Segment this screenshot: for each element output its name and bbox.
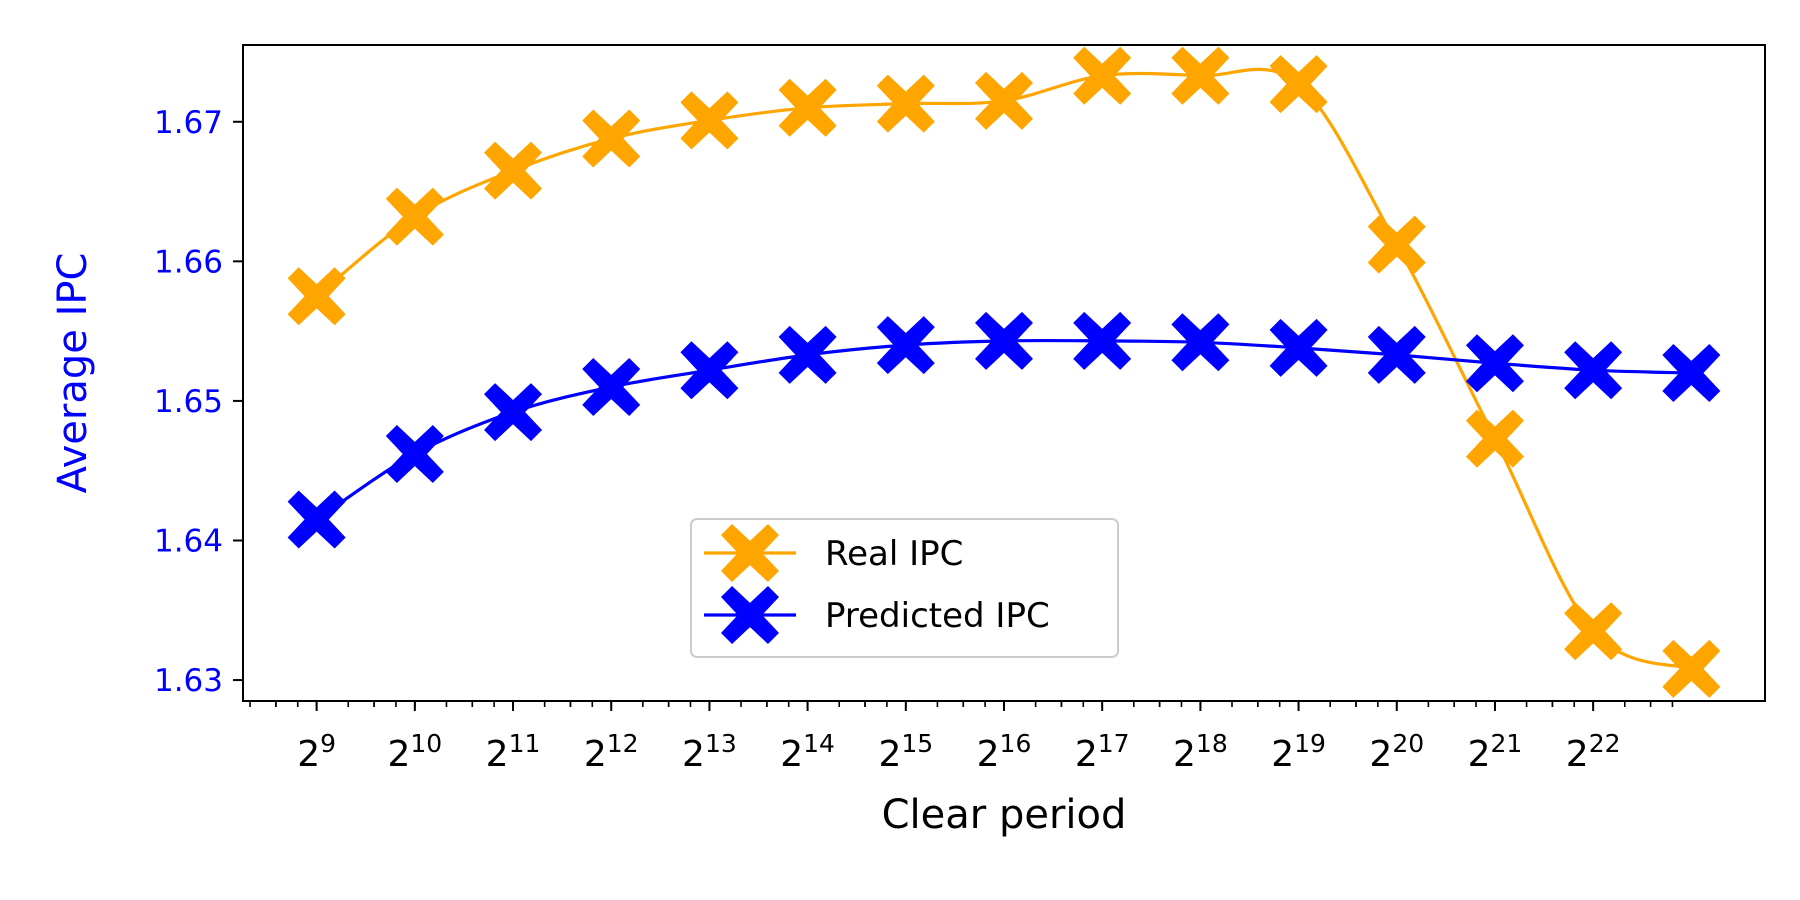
y-axis-label: Average IPC	[50, 253, 96, 494]
x-axis-label: Clear period	[882, 792, 1127, 838]
data-point-marker	[484, 383, 543, 442]
x-tick-label-base: 2	[1468, 734, 1491, 775]
data-point-marker	[778, 78, 837, 137]
x-tick-label-base: 2	[977, 734, 1000, 775]
x-tick-label: 211	[486, 729, 541, 775]
data-point-marker	[1269, 55, 1328, 114]
data-point-marker	[876, 316, 935, 375]
x-tick-label-exponent: 21	[1491, 729, 1523, 758]
legend-marker	[721, 586, 779, 644]
y-tick-label: 1.67	[154, 105, 223, 141]
data-point-marker	[1662, 639, 1721, 698]
x-tick-label-exponent: 18	[1196, 729, 1228, 758]
x-tick-label: 221	[1468, 729, 1523, 775]
x-tick-label-base: 2	[486, 734, 509, 775]
x-tick-label: 210	[387, 729, 442, 775]
x-tick-label: 219	[1271, 729, 1326, 775]
x-tick-label-base: 2	[584, 734, 607, 775]
data-point-marker	[1171, 46, 1230, 105]
data-point-marker	[1465, 334, 1524, 393]
y-tick-label: 1.66	[154, 244, 223, 280]
x-tick-label: 220	[1369, 729, 1424, 775]
data-point-marker	[1564, 602, 1623, 661]
x-tick-label-base: 2	[1271, 734, 1294, 775]
x-tick-label: 213	[682, 729, 737, 775]
x-tick-label-exponent: 20	[1392, 729, 1424, 758]
x-tick-label-base: 2	[780, 734, 803, 775]
data-point-marker	[1564, 341, 1623, 400]
x-tick-label: 218	[1173, 729, 1228, 775]
x-tick-label: 212	[584, 729, 639, 775]
x-tick-label-base: 2	[1075, 734, 1098, 775]
x-tick-label: 222	[1566, 729, 1621, 775]
data-point-marker	[484, 141, 543, 200]
x-tick-label-exponent: 16	[1000, 729, 1032, 758]
legend: Real IPC Predicted IPC	[690, 518, 1119, 658]
data-point-marker	[1367, 215, 1426, 274]
data-point-marker	[1662, 344, 1721, 402]
x-tick-label-exponent: 13	[705, 729, 737, 758]
plot-markers	[287, 46, 1721, 698]
data-point-marker	[385, 187, 444, 246]
y-tick-label: 1.65	[154, 384, 223, 420]
data-point-marker	[1269, 318, 1328, 377]
x-tick-label-exponent: 12	[607, 729, 639, 758]
x-axis: 29 210 211 212 213 214 215 216 217 218 219 220 221 22…	[249, 701, 1674, 775]
data-point-marker	[680, 341, 739, 400]
data-point-marker	[1465, 409, 1524, 468]
legend-label: Predicted IPC	[825, 596, 1050, 636]
data-point-marker	[385, 424, 444, 483]
x-tick-label: 214	[780, 729, 835, 775]
data-point-marker	[582, 357, 641, 416]
data-point-marker	[1073, 311, 1132, 370]
x-tick-label-exponent: 9	[320, 729, 336, 758]
x-tick-label-base: 2	[387, 734, 410, 775]
data-point-marker	[287, 490, 346, 549]
legend-marker	[721, 524, 779, 582]
y-tick-label: 1.63	[154, 663, 223, 699]
data-point-marker	[680, 91, 739, 150]
x-tick-label-exponent: 19	[1294, 729, 1326, 758]
x-tick-label: 29	[297, 729, 336, 775]
x-tick-label-exponent: 22	[1589, 729, 1621, 758]
x-tick-label-exponent: 14	[803, 729, 835, 758]
data-point-marker	[778, 325, 837, 384]
data-point-marker	[287, 267, 346, 326]
legend-box	[690, 518, 1119, 658]
data-point-marker	[1367, 325, 1426, 384]
x-tick-label-exponent: 15	[901, 729, 933, 758]
x-tick-label-exponent: 17	[1098, 729, 1130, 758]
data-point-marker	[975, 311, 1033, 370]
x-tick-label: 216	[977, 729, 1032, 775]
data-point-marker	[876, 74, 935, 133]
x-tick-label-exponent: 10	[410, 729, 442, 758]
x-tick-label-base: 2	[878, 734, 901, 775]
x-tick-label-base: 2	[682, 734, 705, 775]
data-point-marker	[582, 109, 641, 168]
y-axis: 1.63 1.64 1.65 1.66 1.67	[154, 105, 243, 699]
x-tick-label: 215	[878, 729, 933, 775]
x-tick-label-base: 2	[1566, 734, 1589, 775]
x-tick-label-base: 2	[297, 734, 320, 775]
x-tick-label-base: 2	[1173, 734, 1196, 775]
legend-label: Real IPC	[825, 534, 963, 574]
data-point-marker	[975, 71, 1033, 130]
x-tick-label-base: 2	[1369, 734, 1392, 775]
y-tick-label: 1.64	[154, 523, 223, 559]
data-point-marker	[1171, 313, 1230, 372]
x-tick-label-exponent: 11	[509, 729, 541, 758]
legend-entries: Real IPC Predicted IPC	[704, 524, 1050, 644]
x-tick-label: 217	[1075, 729, 1130, 775]
data-point-marker	[1073, 46, 1132, 105]
